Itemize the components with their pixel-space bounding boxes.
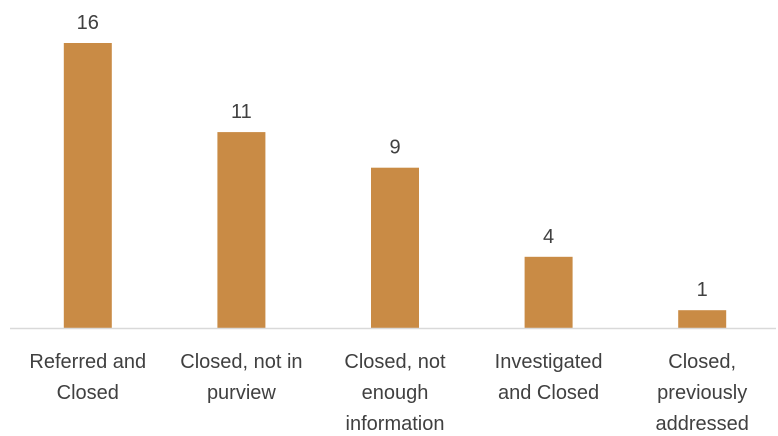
value-label-5: 1 (697, 279, 708, 301)
value-label-1: 16 (77, 12, 99, 34)
category-label-line: Closed, (668, 351, 736, 373)
category-label-line: purview (207, 382, 276, 404)
category-label-line: previously (657, 382, 747, 404)
bar-3 (371, 167, 419, 328)
bar-2 (217, 132, 266, 328)
category-label-line: Referred and (29, 351, 146, 373)
value-label-4: 4 (543, 226, 554, 248)
category-label-line: enough (362, 382, 429, 404)
category-label-2: Closed, not in purview (180, 351, 302, 404)
category-label-line: Investigated (495, 351, 603, 373)
category-label-line: Closed, not (344, 351, 446, 373)
bars-layer (63, 43, 727, 329)
bar-1 (63, 43, 112, 328)
category-label-1: Referred and Closed (29, 351, 146, 404)
bar-4 (524, 256, 573, 329)
category-label-line: addressed (655, 413, 748, 435)
category-label-5: Closed, previously addressed (655, 351, 748, 435)
value-label-3: 9 (389, 137, 400, 159)
category-label-4: Investigated and Closed (495, 351, 603, 404)
category-label-line: and Closed (498, 382, 599, 404)
category-label-line: Closed, not in (180, 351, 302, 373)
value-label-2: 11 (231, 101, 252, 123)
category-label-line: Closed (57, 382, 119, 404)
bar-5 (678, 310, 727, 328)
category-label-line: information (346, 413, 445, 435)
value-labels-layer: 16 11 9 4 1 (77, 12, 708, 301)
category-label-3: Closed, not enough information (344, 351, 446, 435)
